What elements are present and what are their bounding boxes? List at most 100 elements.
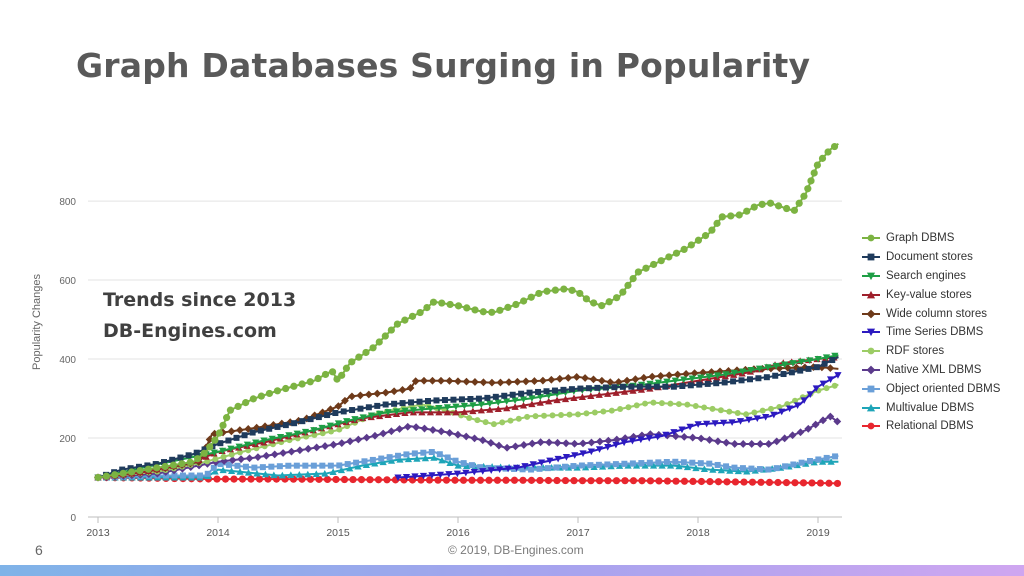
point-object-oriented-dbms	[790, 461, 797, 468]
point-native-xml-dbms	[295, 446, 304, 455]
point-relational-dbms	[247, 475, 255, 483]
point-document-stores	[509, 391, 516, 398]
point-time-series-dbms	[637, 436, 645, 444]
legend-item-key-value-stores[interactable]: Key-value stores	[862, 285, 1000, 304]
point-graph-dbms	[818, 154, 827, 162]
point-graph-dbms	[401, 316, 409, 324]
point-search-engines	[705, 373, 713, 381]
point-graph-dbms	[642, 264, 650, 272]
point-search-engines	[367, 412, 376, 420]
point-graph-dbms	[298, 380, 306, 388]
legend-item-multivalue-dbms[interactable]: Multivalue DBMS	[862, 398, 1000, 417]
point-graph-dbms	[830, 142, 839, 151]
point-time-series-dbms	[736, 418, 745, 425]
point-multivalue-dbms	[709, 466, 717, 473]
point-search-engines	[764, 364, 772, 371]
point-multivalue-dbms	[379, 458, 387, 466]
point-relational-dbms	[740, 478, 748, 486]
point-multivalue-dbms	[219, 466, 227, 474]
point-time-series-dbms	[604, 443, 612, 451]
point-rdf-stores	[642, 400, 649, 407]
point-relational-dbms	[476, 476, 485, 484]
point-document-stores	[602, 384, 609, 391]
point-native-xml-dbms	[379, 429, 388, 438]
point-object-oriented-dbms	[739, 465, 746, 472]
point-rdf-stores	[726, 408, 733, 415]
point-object-oriented-dbms	[411, 450, 418, 457]
point-wide-column-stores	[656, 372, 665, 380]
point-time-series-dbms	[521, 463, 529, 470]
point-search-engines	[435, 404, 443, 412]
point-native-xml-dbms	[730, 440, 739, 448]
point-graph-dbms	[783, 204, 791, 213]
legend-label: Search engines	[886, 269, 966, 282]
point-object-oriented-dbms	[672, 458, 679, 465]
point-graph-dbms	[543, 287, 551, 295]
point-graph-dbms	[713, 219, 721, 227]
point-graph-dbms	[178, 460, 186, 468]
point-native-xml-dbms	[545, 438, 553, 447]
point-graph-dbms	[393, 320, 401, 328]
legend-item-wide-column-stores[interactable]: Wide column stores	[862, 304, 1000, 323]
point-native-xml-dbms	[604, 436, 613, 445]
point-graph-dbms	[206, 443, 214, 451]
point-key-value-stores	[545, 397, 553, 405]
x-tick-label: 2016	[446, 527, 470, 539]
point-object-oriented-dbms	[748, 465, 755, 472]
point-graph-dbms	[657, 257, 665, 265]
point-search-engines	[789, 360, 797, 367]
legend-label: Time Series DBMS	[886, 326, 984, 339]
point-time-series-dbms	[770, 411, 778, 419]
chart-legend: Graph DBMS Document stores Search engines K…	[862, 229, 1000, 436]
point-graph-dbms	[282, 384, 290, 393]
point-relational-dbms	[646, 477, 655, 485]
point-time-series-dbms	[620, 439, 628, 447]
point-relational-dbms	[833, 479, 842, 488]
point-object-oriented-dbms	[655, 459, 662, 466]
legend-item-time-series-dbms[interactable]: Time Series DBMS	[862, 323, 1000, 342]
y-tick-label: 800	[59, 197, 76, 208]
point-document-stores	[585, 385, 592, 392]
point-graph-dbms	[718, 213, 726, 221]
point-document-stores	[441, 397, 448, 404]
legend-item-rdf-stores[interactable]: RDF stores	[862, 342, 1000, 361]
point-relational-dbms	[655, 477, 663, 485]
series-multivalue-dbms	[94, 454, 839, 481]
point-time-series-dbms	[826, 376, 835, 383]
point-document-stores	[772, 372, 779, 379]
point-object-oriented-dbms	[369, 456, 376, 463]
point-wide-column-stores	[445, 377, 454, 385]
point-wide-column-stores	[513, 377, 522, 386]
point-key-value-stores	[503, 404, 511, 412]
legend-item-relational-dbms[interactable]: Relational DBMS	[862, 417, 1000, 436]
legend-item-object-oriented-dbms[interactable]: Object oriented DBMS	[862, 379, 1000, 398]
point-native-xml-dbms	[371, 431, 379, 440]
legend-item-native-xml-dbms[interactable]: Native XML DBMS	[862, 361, 1000, 380]
point-native-xml-dbms	[495, 441, 503, 450]
point-relational-dbms	[799, 479, 808, 487]
point-wide-column-stores	[538, 376, 547, 385]
point-wide-column-stores	[341, 396, 349, 405]
point-document-stores	[177, 454, 184, 461]
legend-item-document-stores[interactable]: Document stores	[862, 248, 1000, 267]
point-object-oriented-dbms	[428, 449, 435, 456]
point-document-stores	[636, 383, 643, 390]
x-tick-label: 2019	[806, 527, 830, 539]
point-graph-dbms	[629, 274, 637, 283]
point-rdf-stores	[482, 419, 489, 426]
point-document-stores	[152, 461, 159, 468]
point-search-engines	[688, 375, 696, 383]
point-multivalue-dbms	[683, 463, 692, 471]
legend-item-graph-dbms[interactable]: Graph DBMS	[862, 229, 1000, 248]
point-search-engines	[814, 356, 822, 363]
point-document-stores	[568, 386, 575, 393]
point-multivalue-dbms	[632, 462, 641, 469]
legend-item-search-engines[interactable]: Search engines	[862, 267, 1000, 286]
point-wide-column-stores	[261, 422, 269, 431]
point-object-oriented-dbms	[344, 461, 351, 468]
point-time-series-dbms	[612, 441, 620, 449]
legend-label: RDF stores	[886, 345, 945, 358]
legend-marker	[866, 365, 876, 375]
point-key-value-stores	[443, 408, 452, 416]
legend-symbol	[862, 347, 880, 355]
